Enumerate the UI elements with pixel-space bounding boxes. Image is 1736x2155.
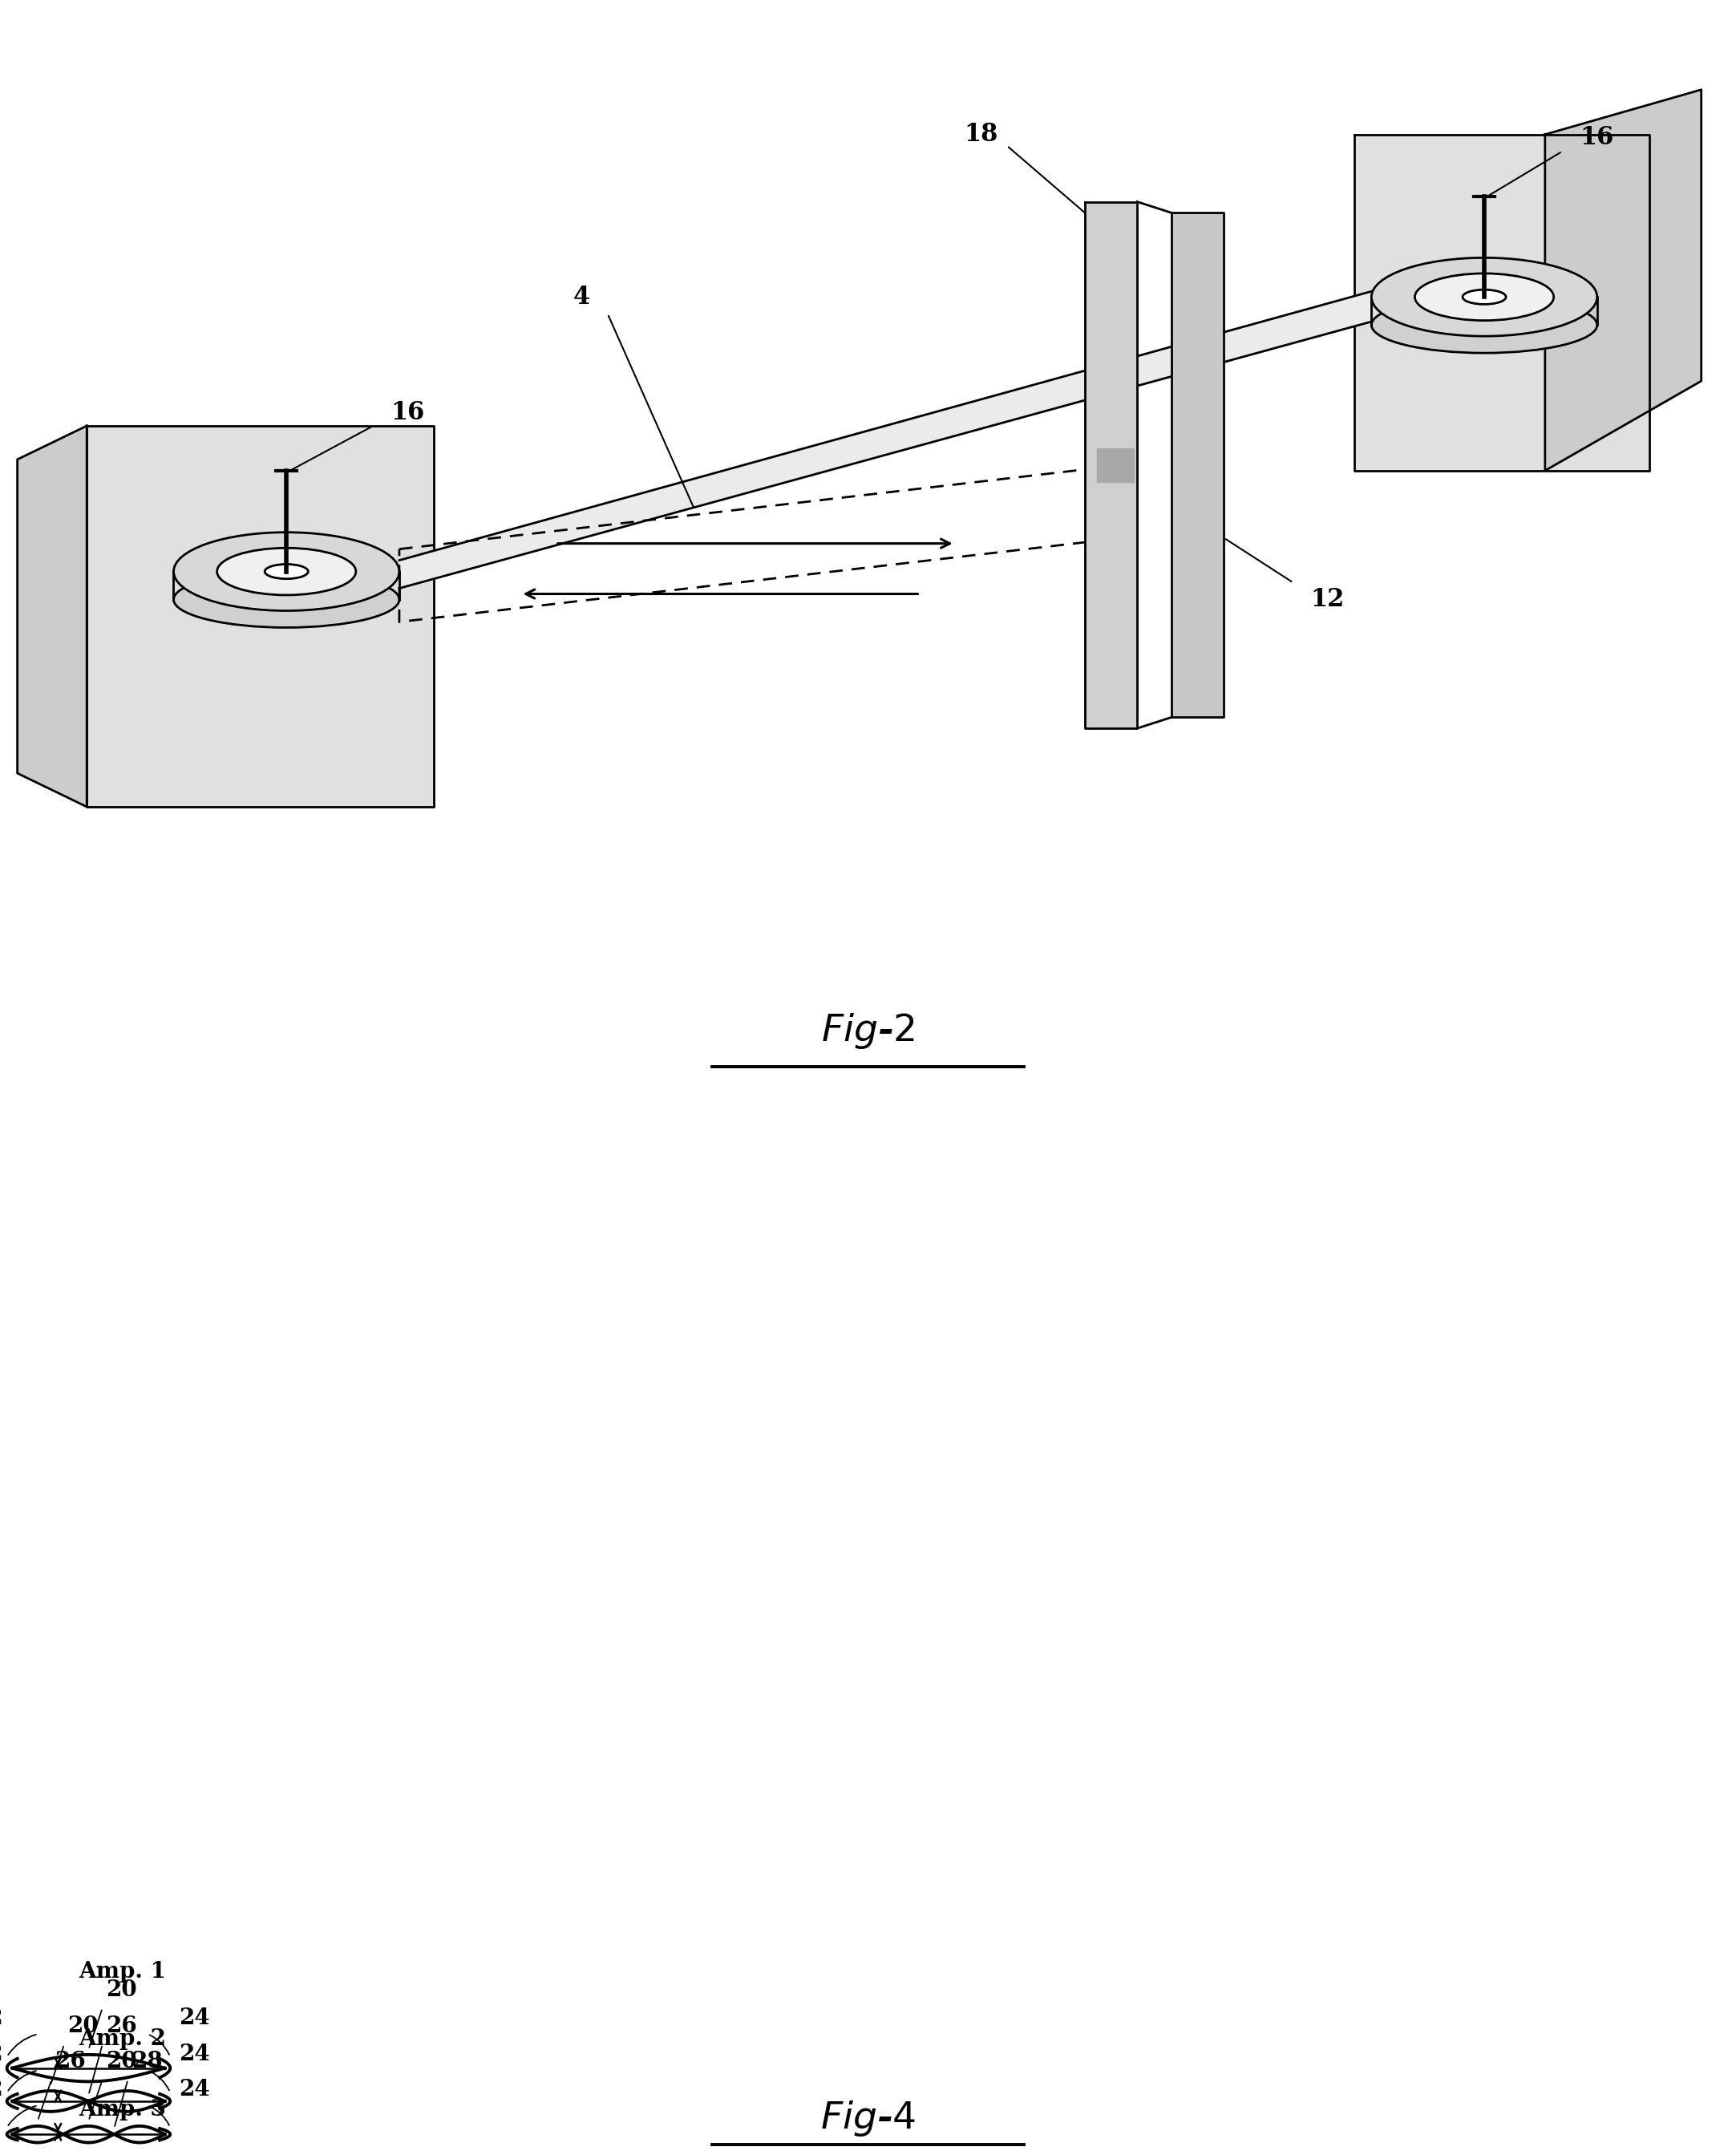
Text: 16: 16 [391,401,425,425]
Text: Amp. 1: Amp. 1 [78,1961,167,1983]
Ellipse shape [1371,297,1597,353]
Polygon shape [87,427,434,806]
Text: 4: 4 [573,284,590,310]
Polygon shape [1097,448,1134,483]
Polygon shape [1354,134,1649,470]
Text: 26: 26 [106,2015,137,2036]
Text: Amp. 3: Amp. 3 [78,2099,167,2121]
Text: 26: 26 [56,2052,87,2073]
Ellipse shape [264,565,309,580]
Text: 22: 22 [0,2006,3,2028]
Polygon shape [1172,213,1224,718]
Text: 20: 20 [106,1978,137,2000]
Text: 22: 22 [0,2043,3,2064]
Ellipse shape [174,532,399,610]
Text: $\mathit{Fig}$-$\mathit{4}$: $\mathit{Fig}$-$\mathit{4}$ [819,2099,917,2138]
Ellipse shape [1371,259,1597,336]
Polygon shape [17,427,87,806]
Text: 24: 24 [179,2006,210,2028]
Ellipse shape [1415,274,1554,321]
Text: 24: 24 [179,2080,210,2101]
Text: 28: 28 [132,2052,163,2073]
Polygon shape [399,291,1371,588]
Text: 20: 20 [106,2052,137,2073]
Ellipse shape [1462,289,1507,304]
Polygon shape [1545,91,1701,470]
Text: $\mathit{Fig}$-$\mathit{2}$: $\mathit{Fig}$-$\mathit{2}$ [821,1011,915,1052]
Text: 24: 24 [179,2043,210,2064]
Ellipse shape [217,547,356,595]
Text: 16: 16 [1580,125,1614,151]
Text: 18: 18 [963,123,998,147]
Text: 22: 22 [0,2080,3,2101]
Text: 12: 12 [1311,586,1345,612]
Text: 20: 20 [68,2015,99,2036]
Text: Amp. 2: Amp. 2 [78,2028,167,2049]
Polygon shape [1085,203,1137,728]
Ellipse shape [174,571,399,627]
